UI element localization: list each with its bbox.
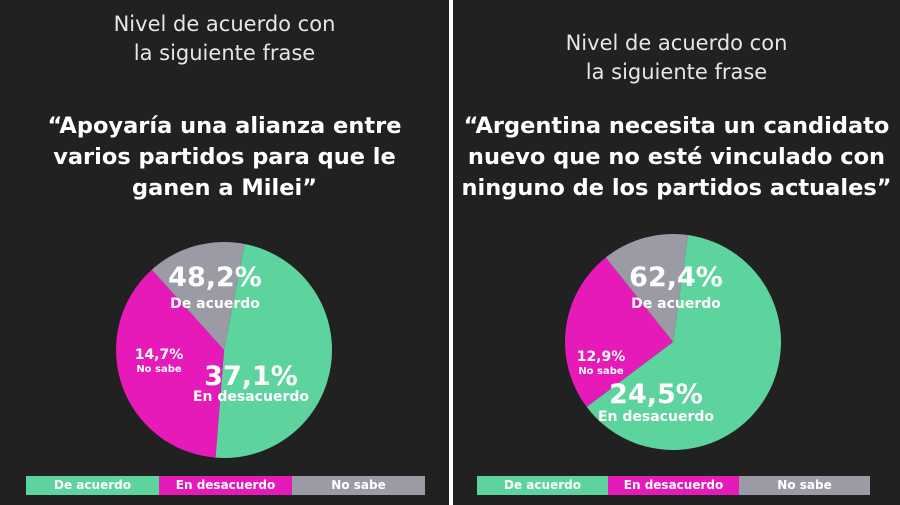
- title-line-1: “Argentina necesita un candidato: [463, 113, 890, 139]
- legend-item-de-acuerdo: De acuerdo: [477, 476, 608, 495]
- slice-en-desacuerdo: [565, 257, 673, 407]
- slice-label-en-desacuerdo: En desacuerdo: [193, 389, 309, 405]
- slice-en-desacuerdo: [116, 269, 224, 458]
- slice-de-acuerdo: [215, 243, 333, 458]
- slice-label-de-acuerdo: De acuerdo: [631, 296, 721, 312]
- legend-item-de-acuerdo: De acuerdo: [26, 476, 159, 495]
- legend: De acuerdo En desacuerdo No sabe: [477, 476, 870, 495]
- value-label-de-acuerdo: 48,2%: [168, 262, 262, 293]
- chart-heading: Nivel de acuerdo con la siguiente frase: [0, 10, 449, 68]
- title-line-2: nuevo que no esté vinculado con: [467, 144, 886, 170]
- value-label-de-acuerdo: 62,4%: [629, 262, 723, 293]
- slice-label-de-acuerdo: De acuerdo: [170, 296, 260, 312]
- panel-right: Nivel de acuerdo con la siguiente frase …: [453, 0, 900, 505]
- slice-no-sabe: [605, 233, 689, 342]
- title-line-3: ganen a Milei”: [131, 175, 317, 201]
- title-line-3: ninguno de los partidos actuales”: [461, 175, 892, 201]
- value-label-no-sabe: 12,9%: [577, 349, 626, 365]
- chart-title: “Argentina necesita un candidato nuevo q…: [461, 111, 892, 204]
- slice-label-no-sabe: No sabe: [578, 366, 624, 377]
- title-line-1: “Apoyaría una alianza entre: [47, 113, 402, 139]
- value-label-no-sabe: 14,7%: [135, 347, 184, 363]
- slice-no-sabe: [151, 241, 245, 350]
- legend: De acuerdo En desacuerdo No sabe: [26, 476, 425, 495]
- legend-item-no-sabe: No sabe: [292, 476, 425, 495]
- legend-item-en-desacuerdo: En desacuerdo: [159, 476, 292, 495]
- heading-line-1: Nivel de acuerdo con: [565, 31, 788, 55]
- panel-left: Nivel de acuerdo con la siguiente frase …: [0, 0, 449, 505]
- chart-heading: Nivel de acuerdo con la siguiente frase: [453, 29, 900, 87]
- chart-title: “Apoyaría una alianza entre varios parti…: [8, 111, 441, 204]
- title-line-2: varios partidos para que le: [53, 144, 396, 170]
- heading-line-2: la siguiente frase: [133, 41, 316, 65]
- heading-line-1: Nivel de acuerdo con: [113, 12, 336, 36]
- panel-divider: [449, 0, 453, 505]
- pie-chart-right: 62,4% De acuerdo 24,5%En desacuerdo 12,9%No…: [565, 233, 782, 450]
- slice-de-acuerdo: [586, 235, 782, 450]
- slice-label-no-sabe: No sabe: [136, 364, 182, 375]
- heading-line-2: la siguiente frase: [585, 60, 768, 84]
- legend-item-no-sabe: No sabe: [739, 476, 870, 495]
- value-label-en-desacuerdo: 37,1%: [204, 361, 298, 392]
- legend-item-en-desacuerdo: En desacuerdo: [608, 476, 739, 495]
- slice-label-en-desacuerdo: En desacuerdo: [598, 409, 714, 425]
- value-label-en-desacuerdo: 24,5%: [609, 379, 703, 410]
- pie-chart-left: 48,2% De acuerdo 37,1%En desacuerdo 14,7%No…: [116, 241, 333, 458]
